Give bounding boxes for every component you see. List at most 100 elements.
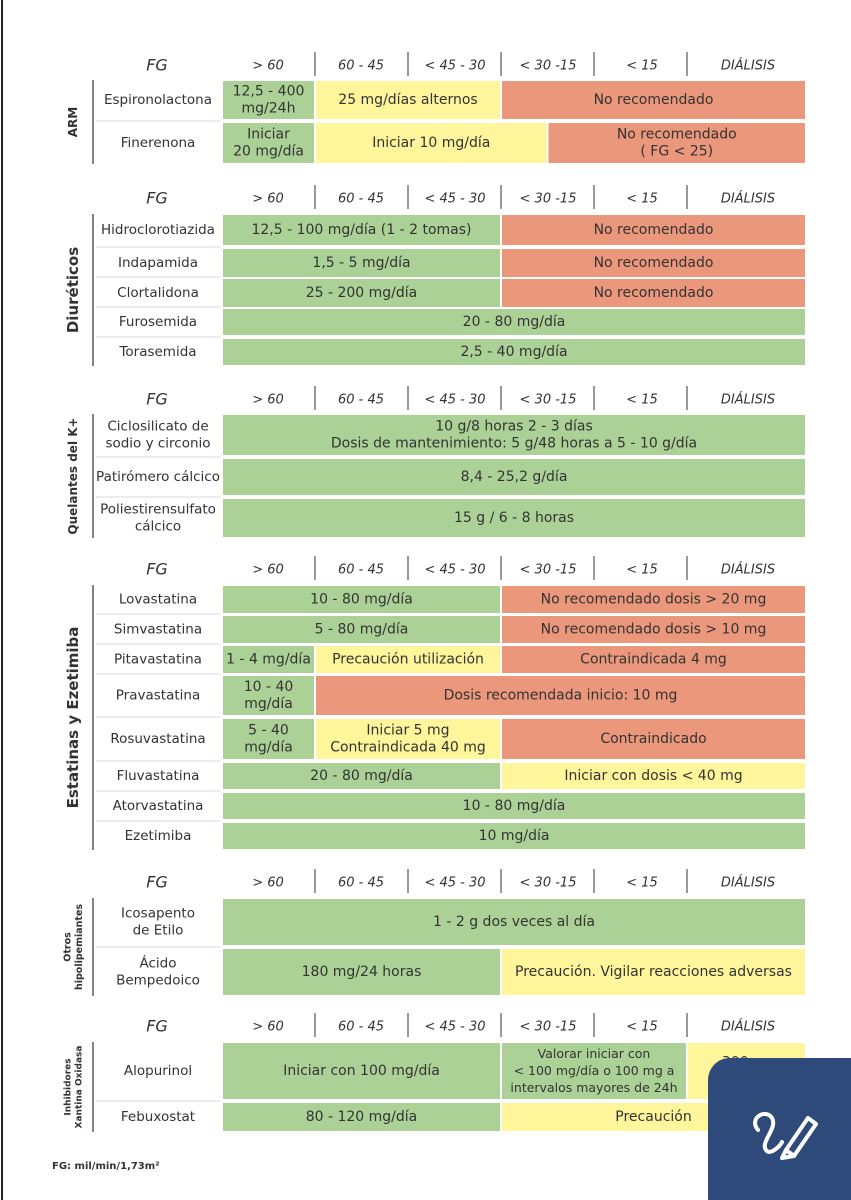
dose-text: 10 mg/día (479, 828, 550, 844)
dose-text-line: < 100 mg/día o 100 mg a (514, 1063, 675, 1078)
drug-name-line: sodio y circonio (105, 436, 210, 452)
drug-name-line: Febuxostat (121, 1109, 195, 1125)
dose-text-line: Iniciar (247, 127, 290, 143)
dose-cell (223, 81, 314, 119)
drug-name-line: Fluvastatina (117, 768, 200, 784)
group-label-line: Otros (62, 932, 73, 962)
dose-cell (223, 823, 805, 849)
column-header: < 30 -15 (520, 59, 577, 74)
dose-text: Precaución (615, 1109, 691, 1125)
dose-text-line: 10 - 80 mg/día (463, 798, 566, 814)
drug-name: Febuxostat (121, 1109, 195, 1125)
dose-text: 5 - 80 mg/día (315, 622, 409, 638)
dose-text: 10 g/8 horas 2 - 3 días Dosis de mantenim… (331, 419, 697, 452)
dose-cell (316, 123, 547, 163)
dose-cell (223, 123, 314, 163)
group-label-line: hipolipemiantes (73, 904, 84, 990)
dose-text: Contraindicada 4 mg (580, 652, 727, 668)
column-header: < 15 (626, 1020, 658, 1035)
dose-cell (502, 719, 805, 759)
dose-text: 12,5 - 100 mg/día (1 - 2 tomas) (251, 222, 471, 238)
dose-text: 10 - 40 mg/día (244, 679, 294, 712)
column-header: < 15 (626, 393, 658, 408)
drug-name-line: Alopurinol (124, 1063, 192, 1079)
column-header: < 30 -15 (520, 563, 577, 578)
drug-name-line: Lovastatina (119, 592, 197, 608)
dose-text: 80 - 120 mg/día (306, 1109, 418, 1125)
drug-name-line: Simvastatina (114, 622, 202, 638)
group-label-line: Quelantes del K+ (66, 417, 80, 534)
dose-cell (502, 279, 805, 307)
dose-text-line: Dosis de mantenimiento: 5 g/48 horas a 5… (331, 436, 697, 452)
drug-name: Lovastatina (119, 592, 197, 608)
dose-cell (223, 646, 314, 673)
group-label: Estatinas y Ezetimiba (64, 627, 82, 809)
drug-name: Atorvastatina (113, 798, 204, 814)
column-header: DIÁLISIS (721, 875, 775, 891)
drug-name: Alopurinol (124, 1063, 192, 1079)
column-header: > 60 (252, 876, 284, 891)
dose-text: 180 mg/24 horas (302, 964, 422, 980)
dose-cell (223, 415, 805, 455)
column-header: < 15 (626, 59, 658, 74)
drug-name: Patirómero cálcico (96, 469, 220, 485)
dose-text-line: 2,5 - 40 mg/día (460, 344, 567, 360)
dose-text: 2,5 - 40 mg/día (460, 344, 567, 360)
column-header: DIÁLISIS (721, 562, 775, 578)
dose-text-line: mg/24h (242, 101, 296, 117)
dose-cell (316, 676, 805, 715)
dose-text: 5 - 40 mg/día (244, 723, 293, 756)
edit-button[interactable] (708, 1058, 851, 1200)
column-header: FG (146, 1017, 168, 1036)
dose-text-line: ( FG < 25) (640, 144, 713, 160)
dose-text: 15 g / 6 - 8 horas (454, 510, 574, 526)
column-header: 60 - 45 (338, 563, 384, 578)
drug-name-line: Furosemida (119, 314, 197, 330)
drug-name-line: Icosapento (121, 906, 195, 922)
dose-cell (223, 616, 500, 643)
dose-text: Iniciar 10 mg/día (372, 135, 490, 151)
dose-cell (316, 81, 500, 119)
column-header: FG (146, 560, 168, 579)
drug-name: Poliestirensulfato cálcico (100, 502, 216, 535)
drug-name-line: Torasemida (118, 344, 196, 360)
column-header: FG (146, 189, 168, 208)
drug-name: Ezetimiba (125, 828, 192, 844)
dose-text: 20 - 80 mg/día (463, 314, 566, 330)
drug-name: Clortalidona (117, 285, 199, 301)
drug-name-line: Atorvastatina (113, 798, 204, 814)
drug-name: Ciclosilicato de sodio y circonio (105, 419, 210, 452)
dose-text-line: intervalos mayores de 24h (510, 1080, 677, 1095)
dose-text-line: 1 - 4 mg/día (226, 652, 311, 668)
dose-text: Precaución. Vigilar reacciones adversas (515, 964, 792, 980)
dose-cell (223, 676, 314, 715)
dose-text: No recomendado (594, 92, 714, 108)
dose-text-line: 1 - 2 g dos veces al día (433, 914, 595, 930)
column-header: 60 - 45 (338, 192, 384, 207)
dose-cell (548, 123, 805, 163)
group-label-line: Xantina Oxidasa (74, 1046, 84, 1129)
dose-text: Valorar iniciar con < 100 mg/día o 100 mg… (510, 1046, 677, 1095)
dose-text-line: No recomendado (594, 222, 714, 238)
dose-text-line: 12,5 - 400 (233, 84, 305, 100)
drug-name-line: Bempedoico (116, 973, 200, 989)
dose-text-line: 20 - 80 mg/día (310, 768, 413, 784)
column-header: < 30 -15 (520, 876, 577, 891)
column-header: 60 - 45 (338, 393, 384, 408)
dose-cell (223, 339, 805, 365)
dose-text: 25 - 200 mg/día (306, 285, 418, 301)
dose-cell (223, 1103, 500, 1131)
drug-name: Ácido Bempedoico (116, 955, 200, 989)
group-label-line: Inhibidores (63, 1058, 73, 1115)
dose-cell (502, 81, 805, 119)
dose-cell (502, 763, 805, 789)
dose-text-line: 10 mg/día (479, 828, 550, 844)
drug-name-line: cálcico (135, 519, 181, 535)
drug-name: Rosuvastatina (110, 731, 205, 747)
dose-text: Iniciar 20 mg/día (233, 127, 304, 160)
drug-name-line: Ácido (140, 955, 177, 972)
drug-name: Icosapento de Etilo (121, 906, 195, 939)
dose-cell (223, 586, 500, 613)
dose-cell (502, 616, 805, 643)
dose-text-line: 10 g/8 horas 2 - 3 días (435, 419, 593, 435)
